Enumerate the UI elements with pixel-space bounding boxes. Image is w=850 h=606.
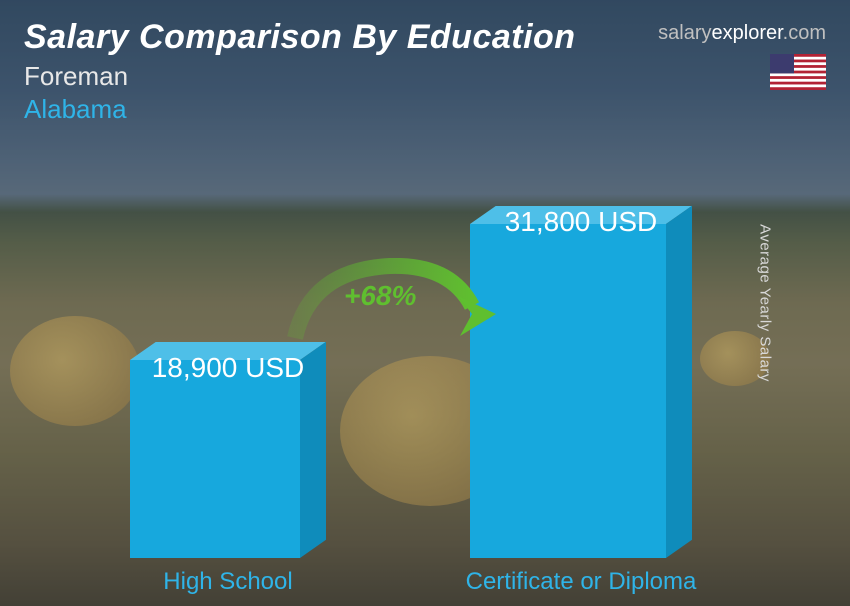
chart-area: 18,900 USDHigh School31,800 USDCertifica… (0, 146, 850, 606)
brand-part3: .com (783, 22, 826, 44)
bar-label-0: High School (83, 568, 373, 596)
bar-value-1: 31,800 USD (451, 206, 711, 238)
chart-location: Alabama (24, 94, 826, 125)
us-flag-icon (770, 54, 826, 90)
bar-0 (130, 360, 300, 558)
brand-part2: explorer (712, 22, 783, 44)
bar-label-1: Certificate or Diploma (423, 568, 739, 596)
percent-increase-badge: +68% (344, 280, 416, 312)
y-axis-label: Average Yearly Salary (757, 224, 774, 382)
brand-logo: salaryexplorer.com (658, 22, 826, 45)
chart-subtitle: Foreman (24, 61, 826, 92)
chart-container: Salary Comparison By Education Foreman A… (0, 0, 850, 606)
brand-part1: salary (658, 22, 711, 44)
